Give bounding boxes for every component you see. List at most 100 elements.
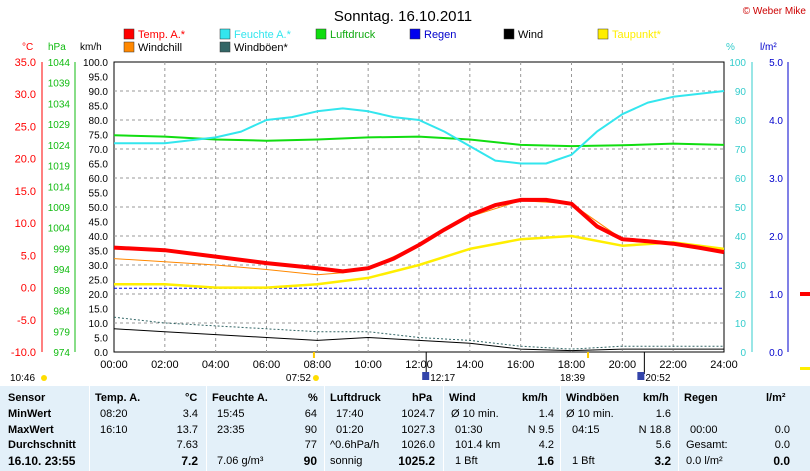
x-tick-label: 04:00 xyxy=(202,359,230,371)
axis-tick-label: 100.0 xyxy=(83,58,108,69)
axis-tick-label: 1004 xyxy=(48,224,71,235)
axis-tick-label: 90 xyxy=(735,87,747,98)
humidity-unit: % xyxy=(308,392,318,404)
x-tick-label: 10:00 xyxy=(354,359,382,371)
axis-tick-label: 50.0 xyxy=(89,203,109,214)
gust-header: Windböen xyxy=(566,392,620,404)
wind-avg-day-value: 4.2 xyxy=(538,439,554,451)
axis-tick-label: 989 xyxy=(53,286,70,297)
axis-tick-label: 20 xyxy=(735,290,747,301)
noon-time: 12:17 xyxy=(430,373,455,384)
axis-labels: 35.0 30.0 25.0 20.0 15.0 10.0 5.0 0.0 -5.0 -10.0 1… xyxy=(11,57,789,371)
legend-label: Wind xyxy=(518,29,543,41)
axis-tick-label: 4.0 xyxy=(769,116,783,127)
axis-tick-label: 0.0 xyxy=(94,348,108,359)
axis-tick-label: 10 xyxy=(735,319,747,330)
x-tick-label: 12:00 xyxy=(405,359,433,371)
legend-label: Temp. A.* xyxy=(138,29,186,41)
temp-max-value: 13.7 xyxy=(176,424,198,436)
rain-max-time: 00:00 xyxy=(690,424,718,436)
axis-tick-label: 70 xyxy=(735,145,747,156)
wind-unit-label: km/h xyxy=(80,42,102,53)
wind-distance: 101.4 km xyxy=(455,439,501,451)
x-tick-label: 08:00 xyxy=(304,359,332,371)
sensor-header: Sensor xyxy=(8,392,46,404)
axis-tick-label: 1034 xyxy=(48,99,71,110)
legend-swatch xyxy=(503,28,515,40)
x-tick-label: 22:00 xyxy=(659,359,687,371)
axis-tick-label: 979 xyxy=(53,327,70,338)
sun-icon xyxy=(312,375,319,381)
legend-swatch xyxy=(315,28,327,40)
legend-label: Windböen* xyxy=(234,42,289,54)
temp-min-value: 3.4 xyxy=(182,408,198,420)
table-divider xyxy=(89,386,90,471)
wind-avg-label: Ø 10 min. xyxy=(451,408,499,420)
humidity-min-time: 15:45 xyxy=(217,408,245,420)
sun-moon-events: 10:46 07:52 12:17 18:39 20:52 xyxy=(10,352,671,384)
series xyxy=(113,90,725,352)
wind-max-time: 01:30 xyxy=(455,424,483,436)
axis-tick-label: 10.0 xyxy=(89,319,109,330)
axis-tick-label: 20.0 xyxy=(89,290,109,301)
axis-tick-label: 0 xyxy=(740,348,746,359)
axis-tick-label: 80.0 xyxy=(89,116,109,127)
moonrise-time: 20:52 xyxy=(645,373,670,384)
axis-tick-label: 0.0 xyxy=(769,348,783,359)
axis-tick-label: 30.0 xyxy=(15,89,36,101)
legend-swatch xyxy=(123,41,135,53)
axis-tick-label: 5.0 xyxy=(769,58,783,69)
axis-tick-label: 55.0 xyxy=(89,189,109,200)
temp-unit: °C xyxy=(185,392,198,404)
rain-unit: l/m² xyxy=(766,392,786,404)
summary-table: Sensor MinWert MaxWert Durchschnitt 16.1… xyxy=(0,386,810,471)
wind-unit: km/h xyxy=(522,392,548,404)
axis-tick-label: 25.0 xyxy=(89,276,109,287)
series-line xyxy=(113,134,725,148)
pressure-min-time: 17:40 xyxy=(336,408,364,420)
table-divider xyxy=(443,386,444,471)
gust-beaufort: 1 Bft xyxy=(572,455,595,467)
axis-tick-label: 95.0 xyxy=(89,73,109,84)
rain-unit-label: l/m² xyxy=(760,42,777,53)
pressure-max-value: 1027.3 xyxy=(401,424,435,436)
sunrise-time: 07:52 xyxy=(286,373,311,384)
axis-tick-label: 0.0 xyxy=(21,283,36,295)
x-tick-label: 02:00 xyxy=(151,359,179,371)
moonset-time: 10:46 xyxy=(10,373,35,384)
legend-swatch xyxy=(597,28,609,40)
x-tick-label: 00:00 xyxy=(100,359,128,371)
legend: Temp. A.* Feuchte A.* Luftdruck Regen Wind Ta… xyxy=(123,28,662,54)
rain-current-value: 0.0 xyxy=(773,454,790,468)
rain-total-value: 0.0 xyxy=(774,439,790,451)
right-edge-yellow-marker xyxy=(800,367,810,370)
series-line xyxy=(114,90,725,165)
axis-tick-label: 984 xyxy=(53,307,70,318)
humidity-max-time: 23:35 xyxy=(217,424,245,436)
wind-max-value: N 9.5 xyxy=(527,424,554,436)
x-tick-label: 06:00 xyxy=(253,359,281,371)
rain-today: 0.0 l/m² xyxy=(686,455,723,467)
noon-icon xyxy=(422,372,430,380)
axis-tick-label: -5.0 xyxy=(17,315,36,327)
wind-beaufort: 1 Bft xyxy=(455,455,478,467)
pressure-trend-value: 1026.0 xyxy=(401,439,435,451)
grid xyxy=(114,62,724,352)
maxwert-label: MaxWert xyxy=(8,424,54,436)
axis-tick-label: 1029 xyxy=(48,120,71,131)
pressure-trend: ^0.6hPa/h xyxy=(330,439,380,451)
axis-tick-label: 1039 xyxy=(48,79,71,90)
legend-swatch xyxy=(219,41,231,53)
axis-tick-label: 10.0 xyxy=(15,218,36,230)
axis-tick-label: 5.0 xyxy=(21,250,36,262)
table-divider xyxy=(678,386,679,471)
legend-label: Windchill xyxy=(138,42,182,54)
axis-tick-label: 999 xyxy=(53,244,70,255)
axis-tick-label: 30 xyxy=(735,261,747,272)
wind-current-value: 1.6 xyxy=(537,454,554,468)
table-divider xyxy=(206,386,207,471)
credit-text[interactable]: © Weber Mike xyxy=(743,6,807,17)
axis-tick-label: 60 xyxy=(735,174,747,185)
pressure-unit-label: hPa xyxy=(48,42,66,53)
axis-tick-label: 40.0 xyxy=(89,232,109,243)
